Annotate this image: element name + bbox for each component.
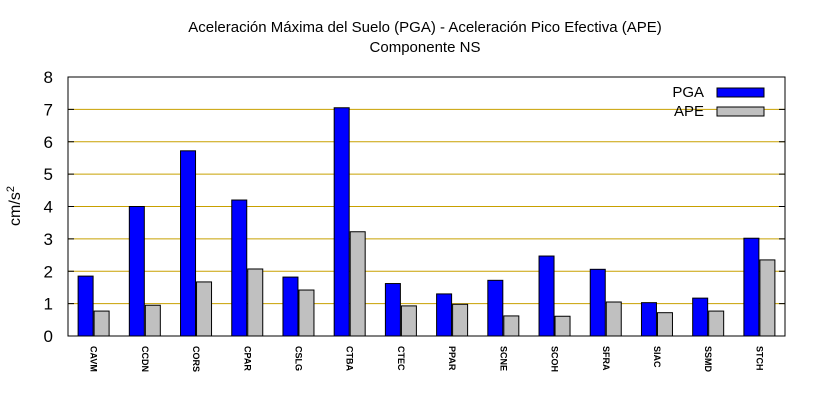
legend-label-ape: APE [674,103,704,120]
y-tick-labels: 0 1 2 3 4 5 6 7 8 [44,68,53,346]
bar-pga-cors [180,150,197,337]
bar-ape-cpar [247,268,264,337]
bar-pga-siac [640,302,657,337]
y-tick-label: 1 [44,295,53,314]
x-tick-labels: CAVM CCDN CORS CPAR CSLG CTBA CTEC PPAR SCNE SCOH… [89,346,765,373]
axes [67,76,786,337]
y-tick-label: 2 [44,262,53,281]
bar-ape-stch [759,259,776,337]
x-tick-label-scne: SCNE [498,346,508,371]
x-tick-label-cors: CORS [191,346,201,372]
bar-pga-sfra [589,268,606,337]
bar-ape-sfra [605,301,622,337]
y-tick-label: 4 [44,198,53,217]
chart-title: Aceleración Máxima del Suelo (PGA) - Ace… [188,19,662,56]
chart-title-line-2: Componente NS [370,39,481,56]
legend-swatch-ape [716,106,765,117]
bar-ape-cors [196,281,213,337]
bar-ape-ppar [452,303,469,337]
bar-pga-ccdn [128,206,145,337]
y-axis-label: cm/s2 [5,186,24,226]
bar-ape-scoh [554,315,571,337]
bar-pga-scoh [538,255,555,337]
bar-pga-ssmd [692,297,709,337]
bar-ape-cavm [93,310,110,337]
bar-ape-ctec [400,305,417,337]
x-tick-label-cslg: CSLG [293,346,303,371]
bar-pga-ctec [384,283,401,337]
x-tick-label-ccdn: CCDN [140,346,150,372]
x-tick-label-ssmd: SSMD [703,346,713,373]
bars [77,107,776,337]
legend-swatch-pga [716,87,765,98]
chart-title-line-1: Aceleración Máxima del Suelo (PGA) - Ace… [188,19,662,36]
bar-ape-scne [503,315,520,337]
x-tick-label-cavm: CAVM [89,346,99,372]
bar-pga-cslg [282,276,299,337]
bar-ape-ccdn [144,304,161,337]
bar-ape-siac [656,312,673,337]
x-tick-label-stch: STCH [754,346,764,371]
y-axis-label-text: cm/s2 [5,186,24,226]
x-tick-label-scoh: SCOH [550,346,560,372]
y-tick-label: 6 [44,133,53,152]
y-tick-label: 0 [44,327,53,346]
legend: PGA APE [672,84,765,120]
x-tick-label-cpar: CPAR [242,346,252,371]
bar-pga-cpar [231,199,248,337]
y-tick-label: 5 [44,165,53,184]
y-tick-label: 7 [44,100,53,119]
x-tick-label-sfra: SFRA [601,346,611,371]
y-tick-label: 8 [44,68,53,87]
bar-ape-ssmd [708,310,725,337]
bar-pga-ctba [333,107,350,337]
bar-ape-cslg [298,289,315,337]
bar-pga-stch [743,237,760,337]
y-tick-label: 3 [44,230,53,249]
bar-pga-ppar [436,293,453,337]
x-tick-label-siac: SIAC [652,346,662,368]
legend-label-pga: PGA [672,84,704,101]
bar-ape-ctba [349,231,366,337]
grid-lines [68,108,785,305]
bar-pga-scne [487,279,504,337]
x-tick-label-ppar: PPAR [447,346,457,371]
x-tick-label-ctec: CTEC [396,346,406,371]
x-tick-label-ctba: CTBA [345,346,355,371]
bar-pga-cavm [77,275,94,337]
